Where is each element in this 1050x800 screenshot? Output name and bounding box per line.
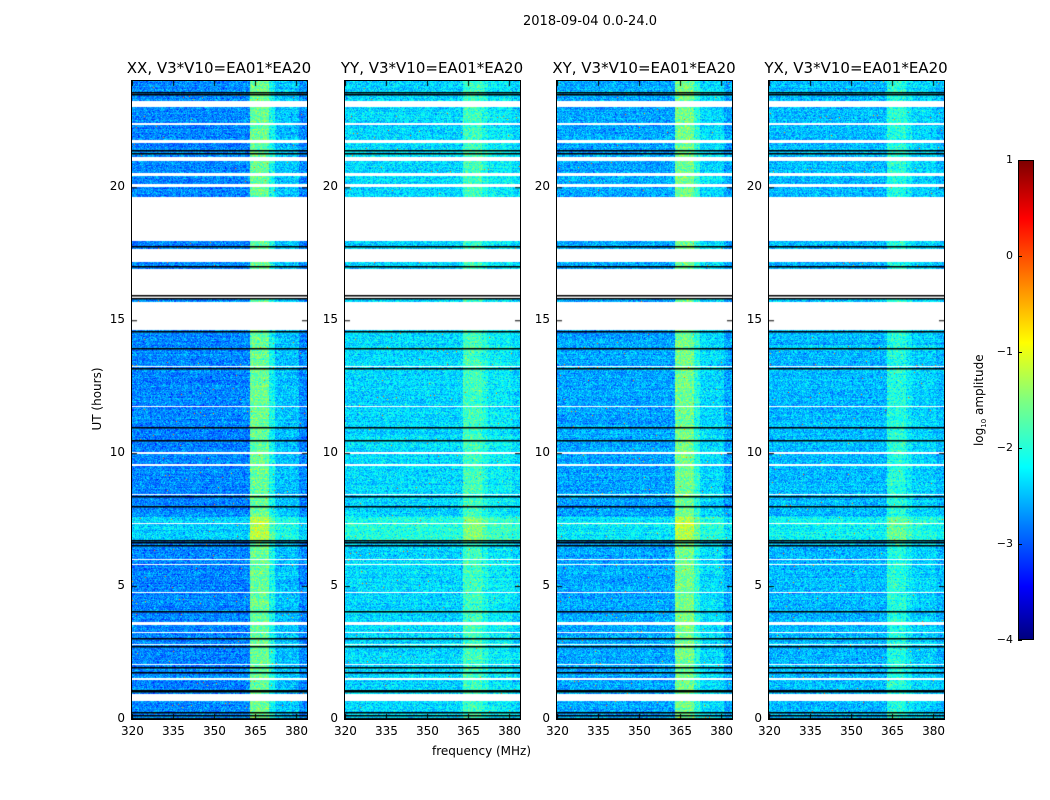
x-tick-label: 380	[922, 724, 945, 738]
y-tick-label: 10	[109, 445, 125, 460]
x-tick-label: 365	[881, 724, 904, 738]
y-tick-label: 15	[746, 312, 762, 327]
x-tick-label: 380	[285, 724, 308, 738]
heatmap-image	[557, 81, 732, 719]
colorbar-tick-label: 1	[1006, 153, 1013, 166]
y-tick-label: 20	[534, 179, 550, 194]
x-tick-label: 335	[587, 724, 610, 738]
colorbar-tick-label: −4	[996, 633, 1013, 646]
x-tick-label: 320	[546, 724, 569, 738]
x-tick-label: 350	[628, 724, 651, 738]
heatmap-panel	[768, 80, 945, 720]
y-tick-label: 10	[534, 445, 550, 460]
x-axis-label: frequency (MHz)	[432, 744, 532, 758]
colorbar-tick	[1018, 544, 1022, 545]
y-tick-label: 15	[322, 312, 338, 327]
y-tick-label: 15	[534, 312, 550, 327]
x-tick-label: 335	[375, 724, 398, 738]
x-tick-label: 365	[244, 724, 267, 738]
colorbar-tick	[1018, 640, 1022, 641]
y-tick-label: 10	[746, 445, 762, 460]
y-tick-label: 20	[109, 179, 125, 194]
colorbar-tick-label: −1	[996, 345, 1013, 358]
colorbar-tick	[1018, 352, 1022, 353]
y-tick-label: 0	[542, 711, 550, 725]
x-tick-label: 365	[669, 724, 692, 738]
y-tick-label: 5	[330, 578, 338, 593]
y-tick-label: 5	[117, 578, 125, 593]
y-tick-label: 5	[754, 578, 762, 593]
figure-title: 2018-09-04 0.0-24.0	[523, 14, 657, 29]
y-tick-label: 0	[754, 711, 762, 725]
panel-title: YY, V3*V10=EA01*EA20	[340, 59, 524, 77]
y-tick-label: 0	[330, 711, 338, 725]
colorbar-tick-label: −3	[996, 537, 1013, 550]
heatmap-image	[769, 81, 944, 719]
panel-title: XX, V3*V10=EA01*EA20	[126, 59, 312, 77]
panel-title: XY, V3*V10=EA01*EA20	[552, 59, 736, 77]
colorbar-tick	[1018, 160, 1022, 161]
y-axis-label: UT (hours)	[90, 367, 104, 431]
y-tick-label: 10	[322, 445, 338, 460]
x-tick-label: 350	[416, 724, 439, 738]
y-tick-label: 20	[322, 179, 338, 194]
y-tick-label: 0	[117, 711, 125, 725]
panel-title: YX, V3*V10=EA01*EA20	[764, 59, 948, 77]
x-tick-label: 335	[162, 724, 185, 738]
colorbar-tick-label: −2	[996, 441, 1013, 454]
x-tick-label: 320	[121, 724, 144, 738]
colorbar-label: log10 amplitude	[971, 354, 989, 447]
heatmap-panel	[556, 80, 733, 720]
x-tick-label: 365	[457, 724, 480, 738]
heatmap-panel	[344, 80, 521, 720]
colorbar	[1018, 160, 1034, 640]
y-tick-label: 20	[746, 179, 762, 194]
colorbar-tick-label: 0	[1006, 249, 1013, 262]
heatmap-image	[132, 81, 307, 719]
heatmap-panel	[131, 80, 308, 720]
x-tick-label: 380	[710, 724, 733, 738]
y-tick-label: 15	[109, 312, 125, 327]
y-tick-label: 5	[542, 578, 550, 593]
x-tick-label: 350	[840, 724, 863, 738]
heatmap-image	[345, 81, 520, 719]
x-tick-label: 320	[334, 724, 357, 738]
colorbar-tick	[1018, 256, 1022, 257]
x-tick-label: 380	[498, 724, 521, 738]
x-tick-label: 320	[758, 724, 781, 738]
x-tick-label: 335	[799, 724, 822, 738]
colorbar-tick	[1018, 448, 1022, 449]
x-tick-label: 350	[203, 724, 226, 738]
